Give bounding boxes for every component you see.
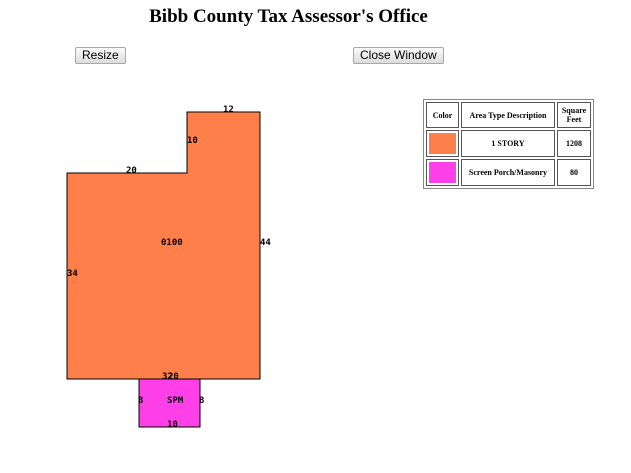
legend-description: 1 STORY	[461, 130, 555, 157]
page-title: Bibb County Tax Assessor's Office	[149, 6, 428, 27]
color-swatch	[429, 162, 456, 183]
area-legend-table: Color Area Type Description Square Feet …	[423, 99, 594, 189]
main-dim-step: 20	[126, 166, 137, 176]
legend-color-cell	[426, 130, 459, 157]
legend-color-cell	[426, 159, 459, 186]
resize-button[interactable]: Resize	[75, 47, 126, 64]
main-area-shape[interactable]	[66, 111, 261, 380]
porch-dim-bottom: 10	[167, 420, 178, 430]
legend-header-color: Color	[426, 102, 459, 128]
legend-square-feet: 1208	[557, 130, 591, 157]
main-dim-notch-side: 10	[187, 136, 198, 146]
close-window-button[interactable]: Close Window	[353, 47, 444, 64]
porch-area-shape[interactable]	[138, 378, 201, 428]
porch-dim-top: 20	[168, 372, 179, 382]
legend-row: Screen Porch/Masonry 80	[426, 159, 591, 186]
main-dim-top: 12	[223, 105, 234, 115]
legend-header-row: Color Area Type Description Square Feet	[426, 102, 591, 128]
main-dim-left: 34	[67, 269, 78, 279]
main-dim-right: 44	[260, 238, 271, 248]
legend-header-square-feet: Square Feet	[557, 102, 591, 128]
legend-row: 1 STORY 1208	[426, 130, 591, 157]
main-area-code: 0100	[161, 238, 183, 248]
porch-dim-left: 8	[138, 396, 143, 406]
legend-description: Screen Porch/Masonry	[461, 159, 555, 186]
porch-dim-right: 8	[199, 396, 204, 406]
legend-square-feet: 80	[557, 159, 591, 186]
main-dim-bottom: 32	[162, 372, 173, 382]
porch-area-code: SPM	[167, 396, 184, 406]
color-swatch	[429, 133, 456, 154]
legend-header-area-type: Area Type Description	[461, 102, 555, 128]
